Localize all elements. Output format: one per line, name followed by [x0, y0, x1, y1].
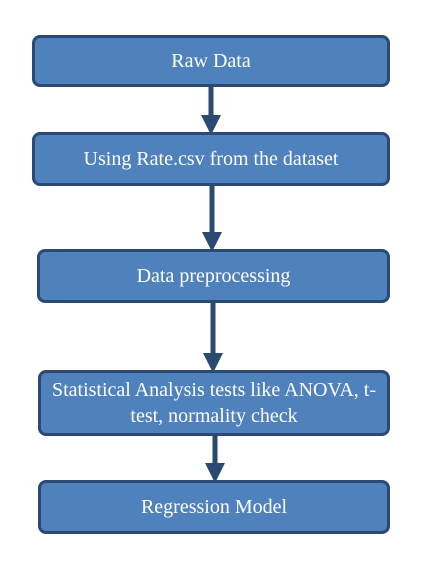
step-raw-data: Raw Data: [32, 35, 390, 87]
step-label: Regression Model: [140, 496, 288, 518]
step-label: Statistical Analysis tests like ANOVA, t…: [51, 379, 377, 427]
step-label: Raw Data: [171, 50, 251, 72]
step-data-preprocessing: Data preprocessing: [37, 249, 390, 303]
step-label: Using Rate.csv from the dataset: [83, 148, 339, 170]
step-regression-model: Regression Model: [38, 480, 390, 534]
step-using-rate-csv: Using Rate.csv from the dataset: [32, 132, 390, 186]
step-statistical-analysis: Statistical Analysis tests like ANOVA, t…: [38, 370, 390, 436]
step-label: Data preprocessing: [136, 265, 291, 287]
